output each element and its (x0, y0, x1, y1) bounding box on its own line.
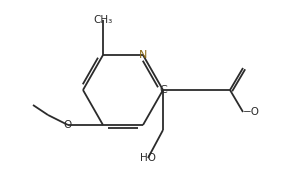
Text: C: C (159, 85, 167, 95)
Text: −O: −O (243, 107, 260, 117)
Text: O: O (64, 120, 72, 130)
Text: N: N (139, 50, 147, 60)
Text: HO: HO (140, 153, 156, 163)
Text: CH₃: CH₃ (93, 15, 113, 25)
